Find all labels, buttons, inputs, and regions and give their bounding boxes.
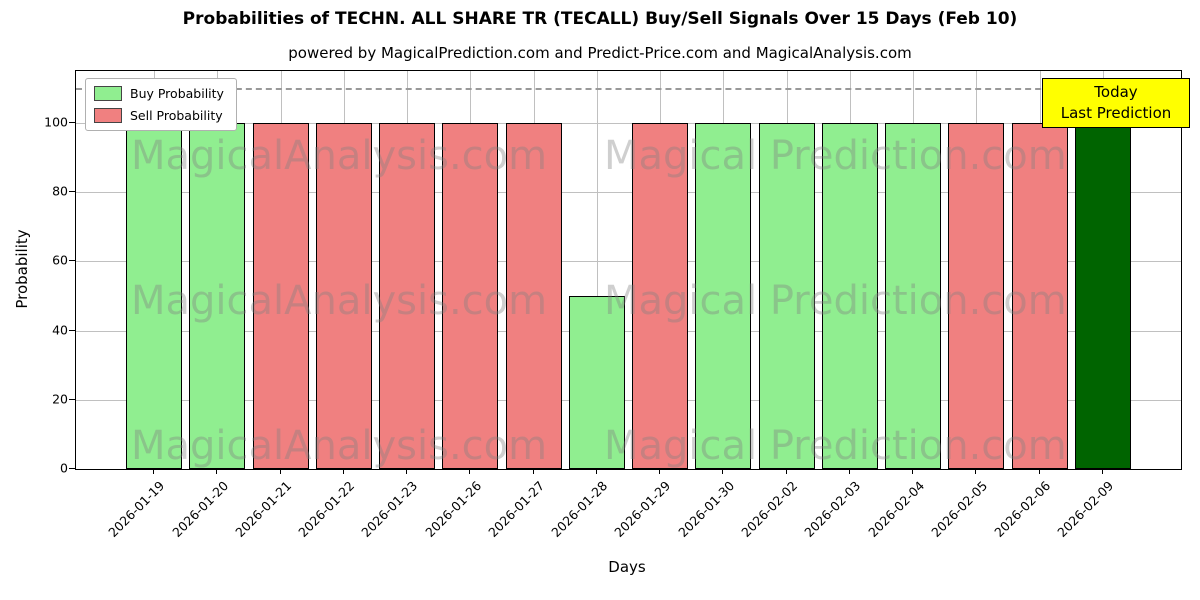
bar-2026-02-05 xyxy=(948,122,1005,469)
y-tick-mark xyxy=(69,329,75,331)
y-tick-label: 60 xyxy=(52,252,68,268)
x-tick-label: 2026-02-06 xyxy=(991,478,1054,540)
legend: Buy Probability Sell Probability xyxy=(85,78,237,131)
x-tick-label: 2026-01-22 xyxy=(295,478,358,540)
bar-2026-02-02 xyxy=(758,122,815,469)
legend-item-sell: Sell Probability xyxy=(94,108,224,123)
x-tick-mark xyxy=(1038,469,1040,474)
y-gridline xyxy=(76,330,1181,332)
y-gridline xyxy=(76,122,1181,124)
x-tick-mark xyxy=(975,469,977,474)
x-tick-label: 2026-02-02 xyxy=(738,478,801,540)
x-axis-label: Days xyxy=(608,558,646,576)
x-tick-mark xyxy=(785,469,787,474)
x-tick-mark xyxy=(912,469,914,474)
chart-title: Probabilities of TECHN. ALL SHARE TR (TE… xyxy=(182,9,1018,29)
x-tick-mark xyxy=(722,469,724,474)
x-tick-label: 2026-01-28 xyxy=(548,478,611,540)
x-tick-label: 2026-01-23 xyxy=(358,478,421,540)
bar-2026-01-28 xyxy=(568,295,625,469)
bar-2026-01-27 xyxy=(505,122,562,469)
bar-2026-01-22 xyxy=(315,122,372,469)
sell-color-swatch xyxy=(94,108,122,123)
x-tick-mark xyxy=(469,469,471,474)
x-tick-mark xyxy=(595,469,597,474)
bar-2026-01-23 xyxy=(379,122,436,469)
x-tick-mark xyxy=(1102,469,1103,474)
y-tick-mark xyxy=(69,121,75,123)
y-gridline xyxy=(76,399,1181,401)
today-annotation-box: Today Last Prediction xyxy=(1042,78,1190,128)
x-tick-label: 2026-01-29 xyxy=(611,478,674,540)
legend-label-sell: Sell Probability xyxy=(130,108,223,123)
buy-color-swatch xyxy=(94,86,122,101)
x-tick-label: 2026-01-20 xyxy=(168,478,231,540)
x-tick-mark xyxy=(216,469,218,474)
bar-2026-01-20 xyxy=(189,122,246,469)
y-gridline xyxy=(76,261,1181,263)
x-tick-mark xyxy=(848,469,850,474)
y-tick-label: 40 xyxy=(52,322,68,338)
x-tick-label: 2026-01-30 xyxy=(675,478,738,540)
bar-2026-02-09 xyxy=(1075,122,1131,469)
x-tick-mark xyxy=(659,469,661,474)
bar-2026-01-30 xyxy=(695,122,752,469)
x-tick-mark xyxy=(153,469,154,474)
bar-2026-01-21 xyxy=(252,122,309,469)
legend-item-buy: Buy Probability xyxy=(94,86,224,101)
bar-2026-02-04 xyxy=(885,122,942,469)
bar-2026-02-06 xyxy=(1011,122,1068,469)
y-tick-label: 0 xyxy=(60,460,68,476)
y-tick-mark xyxy=(69,260,75,262)
y-tick-mark xyxy=(69,468,75,469)
x-tick-label: 2026-01-26 xyxy=(421,478,484,540)
today-annotation-line1: Today xyxy=(1094,83,1138,101)
bar-2026-01-19 xyxy=(126,122,182,469)
x-tick-label: 2026-02-03 xyxy=(801,478,864,540)
bar-2026-01-26 xyxy=(442,122,499,469)
x-tick-mark xyxy=(532,469,534,474)
y-tick-label: 100 xyxy=(44,114,68,130)
y-axis-label: Probability xyxy=(13,229,31,309)
plot-area: Buy Probability Sell Probability Magical… xyxy=(75,70,1182,470)
y-tick-mark xyxy=(69,191,75,193)
y-tick-label: 20 xyxy=(52,391,68,407)
x-tick-mark xyxy=(279,469,281,474)
legend-label-buy: Buy Probability xyxy=(130,86,224,101)
x-tick-label: 2026-02-04 xyxy=(864,478,927,540)
x-tick-label: 2026-02-05 xyxy=(928,478,991,540)
x-tick-label: 2026-01-19 xyxy=(105,478,168,540)
dashed-threshold-line xyxy=(76,88,1181,91)
y-gridline xyxy=(76,192,1181,194)
y-tick-mark xyxy=(69,398,75,400)
chart-subtitle: powered by MagicalPrediction.com and Pre… xyxy=(288,44,912,62)
x-gridline xyxy=(596,71,598,469)
bar-2026-01-29 xyxy=(632,122,689,469)
x-tick-mark xyxy=(342,469,344,474)
bar-2026-02-03 xyxy=(821,122,878,469)
today-annotation-line2: Last Prediction xyxy=(1060,104,1172,122)
x-tick-mark xyxy=(406,469,408,474)
x-tick-label: 2026-01-27 xyxy=(485,478,548,540)
y-tick-label: 80 xyxy=(52,183,68,199)
x-tick-label: 2026-01-21 xyxy=(232,478,295,540)
x-tick-label: 2026-02-09 xyxy=(1054,478,1117,540)
